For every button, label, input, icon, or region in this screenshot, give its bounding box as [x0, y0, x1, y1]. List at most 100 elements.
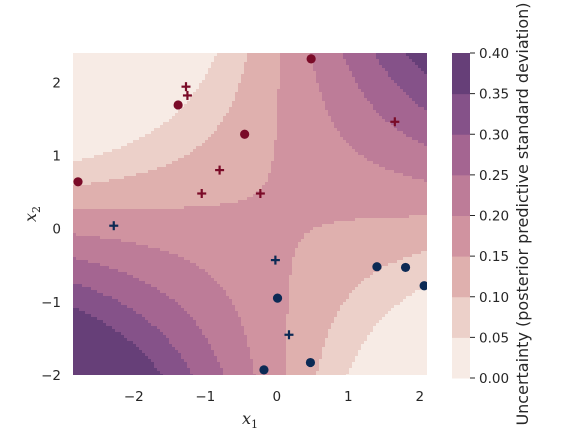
contour-cell	[166, 179, 170, 183]
contour-cell	[115, 227, 119, 231]
contour-cell	[91, 158, 95, 162]
contour-cell	[172, 311, 176, 315]
contour-cell	[208, 83, 212, 87]
contour-cell	[139, 110, 143, 114]
contour-cell	[202, 182, 206, 186]
contour-cell	[133, 92, 137, 96]
contour-cell	[196, 188, 200, 192]
contour-cell	[199, 86, 203, 90]
contour-cell	[202, 236, 206, 240]
contour-cell	[169, 53, 173, 57]
contour-cell	[139, 260, 143, 264]
contour-cell	[115, 350, 119, 354]
contour-cell	[112, 365, 116, 369]
contour-cell	[169, 362, 173, 366]
contour-cell	[115, 272, 119, 276]
contour-cell	[82, 230, 86, 234]
contour-cell	[151, 281, 155, 285]
contour-cell	[73, 347, 77, 351]
contour-cell	[79, 245, 83, 249]
contour-cell	[136, 371, 140, 375]
contour-cell	[88, 308, 92, 312]
contour-cell	[103, 293, 107, 297]
contour-cell	[121, 227, 125, 231]
contour-cell	[76, 224, 80, 228]
contour-cell	[100, 230, 104, 234]
contour-cell	[181, 302, 185, 306]
contour-cell	[112, 158, 116, 162]
contour-cell	[94, 107, 98, 111]
contour-cell	[148, 68, 152, 72]
contour-cell	[85, 149, 89, 153]
contour-cell	[205, 59, 209, 63]
contour-cell	[145, 263, 149, 267]
contour-cell	[163, 83, 167, 87]
contour-cell	[118, 284, 122, 288]
contour-cell	[190, 137, 194, 141]
contour-cell	[163, 53, 167, 57]
contour-cell	[196, 110, 200, 114]
contour-cell	[145, 143, 149, 147]
contour-cell	[103, 233, 107, 237]
contour-cell	[136, 227, 140, 231]
contour-cell	[163, 185, 167, 189]
contour-cell	[106, 209, 110, 213]
contour-cell	[196, 338, 200, 342]
contour-cell	[187, 176, 191, 180]
contour-cell	[154, 230, 158, 234]
contour-cell	[112, 77, 116, 81]
contour-cell	[184, 317, 188, 321]
contour-cell	[178, 371, 182, 375]
contour-cell	[118, 95, 122, 99]
contour-cell	[109, 368, 113, 372]
contour-cell	[106, 347, 110, 351]
contour-cell	[103, 311, 107, 315]
contour-cell	[139, 140, 143, 144]
contour-cell	[190, 167, 194, 171]
contour-cell	[154, 119, 158, 123]
contour-cell	[124, 308, 128, 312]
contour-cell	[130, 182, 134, 186]
contour-cell	[136, 353, 140, 357]
contour-cell	[76, 374, 80, 375]
contour-cell	[199, 212, 203, 216]
contour-cell	[130, 137, 134, 141]
contour-cell	[190, 248, 194, 252]
contour-cell	[94, 65, 98, 69]
contour-cell	[136, 89, 140, 93]
contour-cell	[187, 308, 191, 312]
contour-cell	[142, 149, 146, 153]
contour-cell	[106, 86, 110, 90]
contour-cell	[199, 65, 203, 69]
contour-cell	[121, 65, 125, 69]
contour-cell	[154, 356, 158, 360]
contour-cell	[121, 251, 125, 255]
contour-cell	[97, 293, 101, 297]
contour-cell	[136, 164, 140, 168]
contour-cell	[76, 113, 80, 117]
contour-cell	[133, 152, 137, 156]
contour-cell	[187, 239, 191, 243]
contour-cell	[169, 254, 173, 258]
contour-cell	[136, 224, 140, 228]
contour-cell	[103, 212, 107, 216]
contour-cell	[115, 179, 119, 183]
contour-cell	[115, 266, 119, 270]
contour-cell	[154, 287, 158, 291]
contour-cell	[76, 77, 80, 81]
contour-cell	[82, 212, 86, 216]
contour-cell	[103, 155, 107, 159]
contour-cell	[73, 260, 77, 264]
contour-cell	[79, 146, 83, 150]
contour-cell	[178, 71, 182, 75]
contour-cell	[97, 56, 101, 60]
contour-cell	[193, 242, 197, 246]
contour-cell	[88, 371, 92, 375]
contour-cell	[151, 362, 155, 366]
contour-cell	[172, 113, 176, 117]
contour-cell	[193, 143, 197, 147]
contour-cell	[184, 125, 188, 129]
contour-cell	[139, 344, 143, 348]
contour-cell	[196, 320, 200, 324]
contour-cell	[151, 65, 155, 69]
